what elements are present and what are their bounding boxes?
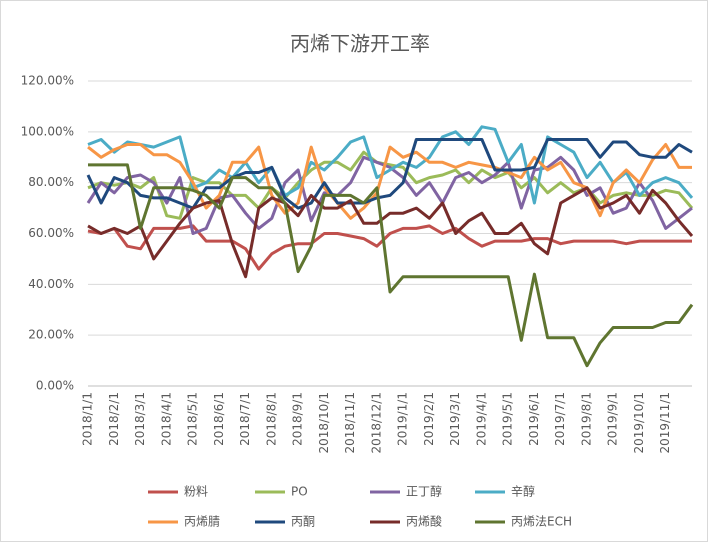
y-tick-label: 40.00% [28,277,74,291]
x-tick-label: 2018/4/1 [159,392,173,446]
x-tick-label: 2019/8/1 [579,392,593,446]
x-tick-label: 2018/2/1 [107,392,121,446]
y-tick-label: 80.00% [28,175,74,189]
x-tick-label: 2019/1/1 [396,392,410,446]
legend-label: 正丁醇 [406,484,442,499]
series-line [87,125,694,205]
x-tick-label: 2019/4/1 [474,392,488,446]
x-tick-label: 2019/2/1 [422,392,436,446]
y-tick-label: 0.00% [36,379,74,393]
legend-label: 丙烯腈 [184,515,220,529]
legend-label: 辛醇 [511,484,535,499]
series-line [87,186,694,279]
x-tick-label: 2018/3/1 [133,392,147,446]
x-tick-label: 2018/5/1 [186,392,200,446]
x-tick-label: 2018/7/1 [238,392,252,446]
x-tick-label: 2019/7/1 [553,392,567,446]
x-tick-label: 2018/12/1 [369,392,383,454]
series-line [87,224,692,271]
y-tick-label: 20.00% [28,328,74,342]
x-tick-label: 2018/11/1 [343,392,357,454]
x-tick-label: 2019/9/1 [606,392,620,446]
x-tick-label: 2019/11/1 [658,392,672,454]
y-tick-label: 100.00% [21,124,74,138]
legend-label: 丙烯酸 [406,514,442,529]
y-tick-label: 60.00% [28,226,74,240]
x-tick-label: 2018/1/1 [81,392,95,446]
legend-label: PO [291,485,308,499]
x-tick-label: 2019/10/1 [632,392,646,454]
series-line [86,138,693,210]
legend-label: 丙烯法ECH [511,515,572,529]
x-tick-label: 2018/9/1 [291,392,305,446]
x-tick-label: 2019/5/1 [501,392,515,446]
x-tick-label: 2018/6/1 [212,392,226,446]
chart-title: 丙烯下游开工率 [290,32,430,56]
legend-label: 丙酮 [291,515,315,529]
x-tick-label: 2019/6/1 [527,392,541,446]
legend-label: 粉料 [184,485,208,499]
x-tick-label: 2019/3/1 [448,392,462,446]
x-tick-label: 2018/8/1 [264,392,278,446]
x-tick-label: 2018/10/1 [317,392,331,454]
y-tick-label: 120.00% [21,74,74,88]
series-line [88,163,694,368]
